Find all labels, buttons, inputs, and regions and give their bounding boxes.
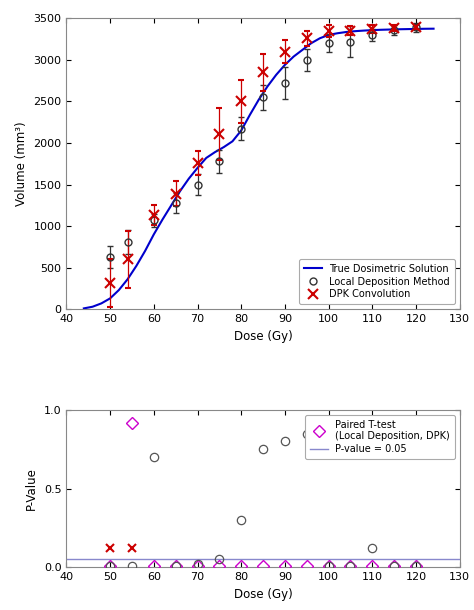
Y-axis label: P-Value: P-Value (25, 467, 38, 510)
Y-axis label: Volume (mm³): Volume (mm³) (15, 121, 28, 206)
X-axis label: Dose (Gy): Dose (Gy) (234, 587, 292, 601)
X-axis label: Dose (Gy): Dose (Gy) (234, 329, 292, 343)
Legend: True Dosimetric Solution, Local Deposition Method, DPK Convolution: True Dosimetric Solution, Local Depositi… (299, 259, 455, 304)
Legend: Paired T-test
(Local Deposition, DPK), P-value = 0.05: Paired T-test (Local Deposition, DPK), P… (305, 415, 455, 459)
